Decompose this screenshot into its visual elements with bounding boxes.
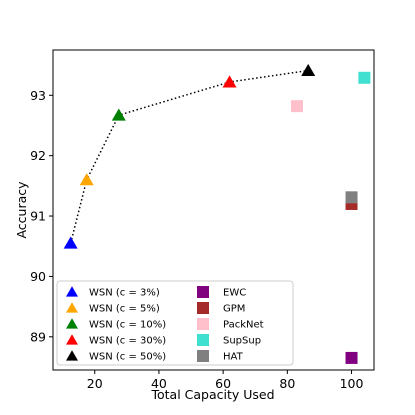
point-wsn-c-10: [111, 108, 126, 121]
y-tick-label: 89: [30, 329, 46, 344]
point-packnet: [290, 100, 303, 113]
legend-label: PackNet: [223, 320, 264, 331]
legend-label: GPM: [223, 304, 245, 315]
legend-marker: [197, 350, 209, 362]
plot-area: [52, 49, 375, 371]
legend-marker: [66, 334, 78, 345]
y-axis-label: Accuracy: [14, 181, 29, 239]
legend-marker: [66, 302, 78, 313]
legend-box: [56, 280, 294, 366]
legend-label: EWC: [223, 288, 246, 299]
legend-label: WSN (c = 50%): [89, 352, 166, 363]
legend-marker: [197, 286, 209, 298]
point-wsn-c-50: [301, 63, 316, 76]
point-hat: [345, 191, 358, 204]
point-wsn-c-3: [63, 236, 78, 249]
legend-label: WSN (c = 30%): [89, 336, 166, 347]
y-tick-label: 92: [30, 148, 46, 163]
legend-marker: [197, 318, 209, 330]
chart-marks: [63, 63, 371, 364]
x-axis-label: Total Capacity Used: [150, 387, 274, 402]
y-tick-label: 90: [30, 269, 46, 284]
point-ewc: [345, 351, 358, 364]
legend: WSN (c = 3%) WSN (c = 5%) WSN (c = 10%) WSN…: [56, 280, 294, 366]
legend-label: WSN (c = 10%): [89, 320, 166, 331]
point-supsup: [358, 71, 371, 84]
legend-marker: [197, 334, 209, 346]
x-tick-label: 60: [215, 376, 231, 391]
legend-marker: [197, 302, 209, 314]
y-tick-label: 93: [30, 88, 46, 103]
axis-ticks: 20 40 60 80 100 89 90 91 92 93: [30, 88, 363, 391]
legend-marker: [66, 286, 78, 297]
x-tick-label: 80: [279, 376, 295, 391]
wsn-trend-line: [69, 69, 309, 244]
x-tick-label: 40: [151, 376, 167, 391]
x-tick-label: 20: [87, 376, 103, 391]
legend-label: HAT: [223, 352, 244, 363]
legend-label: WSN (c = 5%): [89, 304, 160, 315]
point-wsn-c-5: [79, 173, 94, 186]
legend-label: WSN (c = 3%): [89, 288, 160, 299]
legend-marker: [66, 318, 78, 329]
legend-marker: [66, 350, 78, 361]
legend-label: SupSup: [223, 336, 261, 347]
x-tick-label: 100: [340, 376, 364, 391]
y-tick-label: 91: [30, 209, 46, 224]
point-wsn-c-30: [222, 75, 237, 88]
